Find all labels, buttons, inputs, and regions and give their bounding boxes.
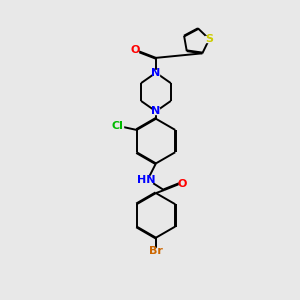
Text: O: O: [177, 178, 187, 189]
Bar: [153, 108, 159, 114]
Text: N: N: [151, 106, 160, 116]
Bar: [205, 36, 213, 43]
Bar: [113, 123, 123, 129]
Text: S: S: [205, 34, 213, 44]
Bar: [140, 176, 152, 183]
Text: Cl: Cl: [112, 122, 124, 131]
Text: Br: Br: [149, 246, 163, 256]
Bar: [178, 181, 185, 187]
Bar: [132, 47, 138, 53]
Text: O: O: [130, 45, 140, 56]
Bar: [153, 70, 159, 76]
Bar: [151, 248, 161, 255]
Text: HN: HN: [137, 175, 155, 185]
Text: N: N: [151, 68, 160, 78]
